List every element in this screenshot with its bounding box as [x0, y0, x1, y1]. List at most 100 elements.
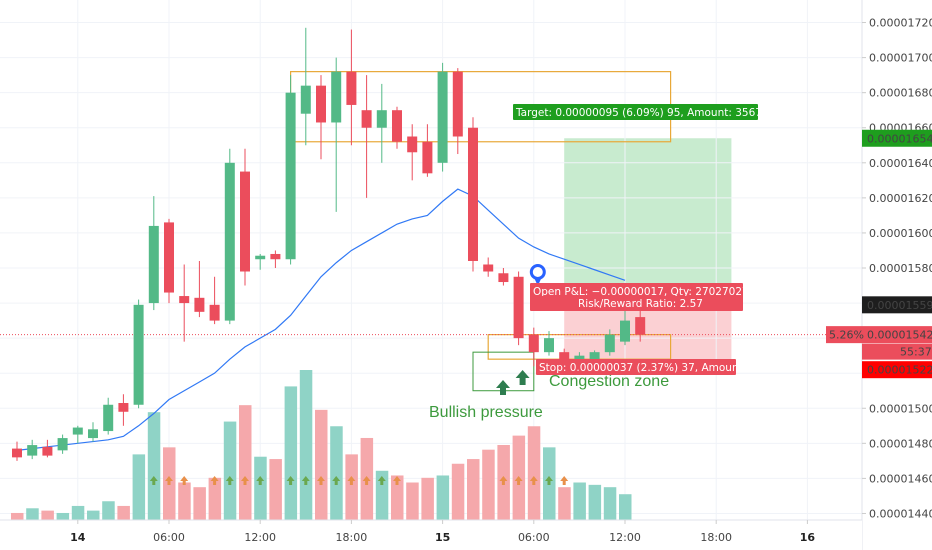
pin-tail-icon [533, 277, 542, 286]
volume-bar [102, 501, 115, 520]
candle-body [604, 334, 615, 353]
volume-bar [345, 454, 358, 520]
indicator-arrow [165, 476, 173, 485]
y-tick-label: 0.00001640 [869, 157, 932, 170]
volume-bar [573, 482, 586, 520]
candle-body [270, 253, 281, 260]
volume-bar [603, 487, 617, 520]
volume-bar [223, 421, 237, 520]
price-axis: 0.00001440 0.00001460 0.00001480 0.00001500… [826, 0, 932, 550]
candle-body [57, 438, 68, 451]
y-tick-label: 0.00001700 [869, 52, 932, 65]
y-tick-label: 0.00001600 [869, 227, 932, 240]
candle-body [240, 171, 250, 272]
time-axis: 14 06:00 12:00 18:00 15 06:00 12:00 18:00 16 [0, 519, 862, 550]
candle-body [179, 296, 190, 304]
candle-body [620, 320, 630, 342]
indicator-arrow [347, 476, 356, 485]
target-label-bg [513, 104, 758, 120]
candle-body [422, 141, 433, 174]
volume-bar [26, 508, 39, 520]
x-tick-label: 06:00 [518, 531, 550, 544]
current-price-marker: 0.00001542 [867, 329, 932, 342]
volume-bar [375, 470, 389, 520]
candle-body [300, 85, 311, 114]
x-tick-label: 18:00 [700, 531, 732, 544]
indicator-arrow [393, 476, 401, 485]
volume-bar [527, 426, 541, 520]
candle-body [42, 446, 53, 456]
indicator-arrow [377, 476, 386, 485]
indicator-arrow [362, 476, 371, 485]
indicator-arrow [256, 476, 265, 485]
bullish-pressure-label: Bullish pressure [429, 404, 543, 421]
time-axis-bg [0, 520, 862, 550]
volume-bar [330, 426, 343, 520]
candle-body [133, 304, 144, 405]
candle-body [635, 317, 646, 335]
volume-bar [558, 487, 571, 520]
volume-bar [391, 475, 404, 520]
candle-body [437, 71, 448, 163]
volume-bar [178, 482, 191, 520]
candle-body [285, 92, 296, 260]
y-tick-label: 0.00001680 [869, 87, 932, 100]
candle-body [528, 334, 539, 353]
x-tick-label: 18:00 [336, 531, 368, 544]
volume-bar [315, 409, 328, 520]
volume-bar [436, 475, 450, 520]
x-tick-label: 12:00 [609, 531, 641, 544]
candle-body [88, 429, 98, 439]
indicator-arrows [149, 476, 569, 485]
indicator-arrow [317, 476, 325, 485]
volume-bar [451, 463, 465, 520]
candle-body [589, 352, 600, 360]
stop-label: Stop: 0.00000037 (2.37%) 37, Amount: 0 [539, 362, 756, 374]
rr-label-bg-bg [530, 296, 743, 311]
target-price-marker: 0.00001654 [867, 132, 932, 145]
bullish-arrow-icon [496, 380, 510, 395]
x-tick-label: 14 [70, 531, 86, 544]
candle-body [72, 427, 83, 435]
indicator-arrow [332, 476, 341, 485]
candle-body [103, 404, 114, 432]
volume-bar [588, 484, 602, 520]
candle-body [194, 297, 205, 312]
countdown-bg [862, 343, 932, 360]
indicator-arrow [210, 476, 219, 485]
annotations: Congestion zone Bullish pressure [429, 264, 669, 421]
candle-body [164, 222, 174, 293]
position-labels: Target: 0.00000095 (6.09%) 95, Amount: 3… [513, 104, 779, 375]
candle-body [544, 338, 554, 353]
candle-body [498, 273, 509, 283]
stop-label-bg [536, 359, 736, 375]
candle-body [376, 110, 387, 128]
x-tick-label: 16 [800, 531, 816, 544]
y-tick-label: 0.00001720 [869, 17, 932, 30]
last-price-marker-bg [862, 296, 932, 314]
y-tick-label: 0.00001460 [869, 472, 932, 485]
volume-bar [421, 477, 434, 520]
y-tick-label: 0.00001620 [869, 192, 932, 205]
indicator-arrow [545, 476, 553, 485]
candlesticks [12, 27, 646, 461]
candle-body [12, 448, 22, 458]
candle-body [209, 304, 220, 321]
volume-bar [254, 456, 267, 520]
volume-bar [117, 505, 130, 520]
volume-bar [284, 386, 298, 520]
indicator-arrow [560, 476, 569, 485]
candle-body [331, 71, 342, 123]
x-tick-label: 12:00 [244, 531, 276, 544]
volume-bar [406, 482, 419, 520]
open-pnl-label-bg [530, 283, 743, 299]
axis-bg [862, 0, 932, 550]
volume-bar [299, 370, 313, 520]
current-price-marker-bg [862, 326, 932, 344]
grid-lines [0, 0, 862, 520]
countdown-label: 55:37 [900, 346, 932, 359]
candle-body [452, 71, 463, 137]
indicator-arrow [180, 476, 189, 485]
volume-bar [147, 412, 161, 520]
